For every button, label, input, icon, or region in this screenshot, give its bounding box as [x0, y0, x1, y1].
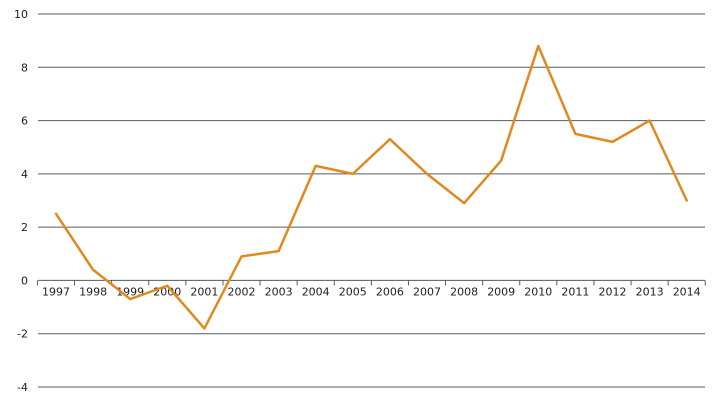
- data-point: [165, 284, 169, 288]
- x-tick-label: 2014: [673, 285, 701, 298]
- data-point: [277, 249, 281, 253]
- x-tick-label: 2010: [524, 285, 552, 298]
- y-tick-label: 6: [21, 115, 28, 128]
- data-point: [240, 254, 244, 258]
- x-tick-label: 2012: [599, 285, 627, 298]
- x-tick-label: 2006: [376, 285, 404, 298]
- y-tick-label: 2: [21, 221, 28, 234]
- data-point: [499, 159, 503, 163]
- data-point: [128, 297, 132, 301]
- grid-lines: [38, 13, 705, 388]
- data-point: [573, 132, 577, 136]
- x-tick-label: 2013: [636, 285, 664, 298]
- data-point: [314, 164, 318, 168]
- x-tick-label: 1998: [79, 285, 107, 298]
- x-tick-label: 1997: [42, 285, 70, 298]
- x-tick-label: 2007: [413, 285, 441, 298]
- data-point: [462, 201, 466, 205]
- data-point: [536, 44, 540, 48]
- x-tick-label: 2011: [561, 285, 589, 298]
- data-point: [91, 268, 95, 272]
- data-point: [388, 137, 392, 141]
- y-tick-label: 4: [21, 168, 28, 181]
- y-tick-label: 10: [14, 8, 28, 21]
- data-point: [685, 199, 689, 203]
- data-point: [351, 172, 355, 176]
- x-tick-label: 2002: [228, 285, 256, 298]
- y-tick-label: -4: [17, 381, 28, 394]
- data-point: [611, 140, 615, 144]
- x-tick-label: 2009: [487, 285, 515, 298]
- y-axis-tick-labels: 10 8 6 4 2 0 -2 -4: [14, 8, 28, 394]
- series-group: [54, 44, 689, 330]
- x-tick-label: 1999: [116, 285, 144, 298]
- x-tick-label: 2003: [265, 285, 293, 298]
- series-line: [54, 44, 688, 330]
- x-tick-label: 2001: [190, 285, 218, 298]
- y-tick-label: -2: [17, 328, 28, 341]
- data-point: [54, 212, 58, 216]
- data-point: [425, 172, 429, 176]
- x-tick-label: 2008: [450, 285, 478, 298]
- y-tick-label: 8: [21, 61, 28, 74]
- data-point: [648, 119, 652, 123]
- x-axis-tick-labels: 1997 1998 1999 2000 2001 2002 2003 2004 2005 2006…: [36, 280, 706, 298]
- x-tick-label: 2004: [302, 285, 330, 298]
- x-tick-label: 2005: [339, 285, 367, 298]
- y-tick-label: 0: [21, 274, 28, 287]
- data-point: [202, 326, 206, 330]
